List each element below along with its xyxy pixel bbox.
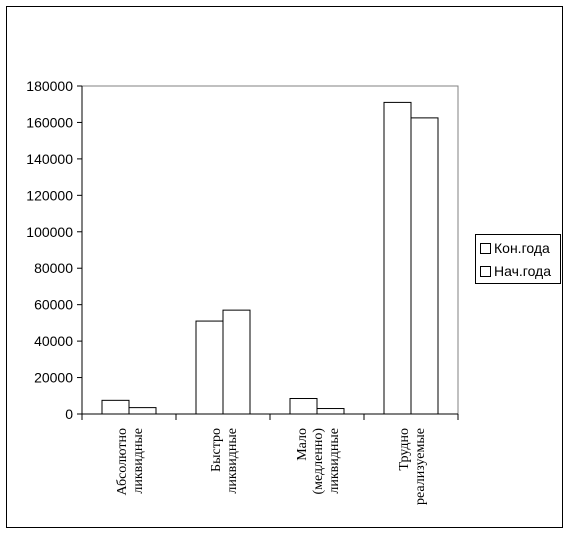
y-tick-label: 80000 <box>34 260 73 276</box>
y-axis: 0 20000 40000 60000 80000 100000 120000 140000 1… <box>26 78 83 422</box>
y-tick-label: 20000 <box>34 370 73 386</box>
legend: Кон.года Нач.года <box>475 234 561 284</box>
category-label: Мало (медленно) ликвидные <box>295 428 342 495</box>
bar-kon-goda <box>195 320 224 415</box>
y-tick-label: 180000 <box>26 78 73 94</box>
y-tick-label: 140000 <box>26 151 73 167</box>
category-label: Абсолютно ликвидные <box>115 428 146 495</box>
bar-kon-goda <box>383 101 412 415</box>
category-label-line: Абсолютно <box>115 428 130 495</box>
category-label-line: ликвидные <box>131 428 146 494</box>
legend-label-nach-goda: Нач.года <box>494 263 552 279</box>
legend-label-kon-goda: Кон.года <box>494 240 550 256</box>
y-tick-label: 40000 <box>34 333 73 349</box>
category-label: Быстро ликвидные <box>209 428 240 494</box>
x-axis <box>81 413 459 420</box>
bar-kon-goda <box>289 398 318 415</box>
bar-nach-goda <box>128 407 157 415</box>
category-labels: Абсолютно ликвидные Быстро ликвидные Мало (ме… <box>115 428 428 505</box>
y-tick-label: 0 <box>65 406 73 422</box>
category-label-line: Трудно <box>397 428 412 471</box>
bar-nach-goda <box>410 117 439 415</box>
y-tick-label: 100000 <box>26 224 73 240</box>
category-label-line: Мало <box>295 428 310 461</box>
legend-item-kon-goda: Кон.года <box>480 239 550 257</box>
y-tick-label: 120000 <box>26 187 73 203</box>
bar-nach-goda <box>222 309 251 415</box>
category-label: Трудно реализуемые <box>397 428 428 505</box>
category-label-line: (медленно) <box>311 428 326 495</box>
category-label-line: ликвидные <box>327 428 342 494</box>
legend-swatch-nach-goda <box>480 265 491 277</box>
y-tick-label: 160000 <box>26 114 73 130</box>
bar-nach-goda <box>316 408 345 415</box>
bars <box>101 101 439 415</box>
legend-item-nach-goda: Нач.года <box>480 262 551 280</box>
category-label-line: Быстро <box>209 428 224 472</box>
legend-swatch-kon-goda <box>480 242 491 254</box>
bar-kon-goda <box>101 399 130 415</box>
category-label-line: ликвидные <box>225 428 240 494</box>
category-label-line: реализуемые <box>413 428 428 505</box>
y-tick-label: 60000 <box>34 297 73 313</box>
